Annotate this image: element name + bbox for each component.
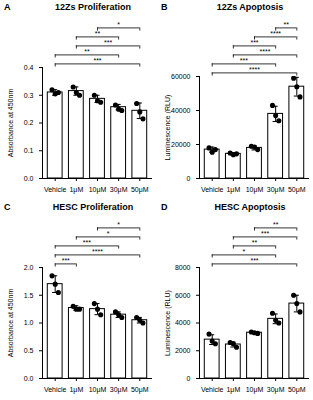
svg-text:0.1: 0.1 bbox=[24, 147, 34, 154]
svg-text:Vehicle: Vehicle bbox=[201, 386, 224, 393]
html-text:12Zs Proliferation: 12Zs Proliferation bbox=[55, 2, 131, 12]
svg-text:0.5: 0.5 bbox=[24, 347, 34, 354]
svg-text:**: ** bbox=[84, 48, 90, 55]
svg-text:***: *** bbox=[104, 39, 112, 46]
svg-text:0.0: 0.0 bbox=[24, 375, 34, 382]
svg-text:Luminescence (RLU): Luminescence (RLU) bbox=[164, 290, 172, 356]
svg-text:Luminescence (RLU): Luminescence (RLU) bbox=[164, 95, 172, 161]
svg-text:Vehicle: Vehicle bbox=[201, 186, 224, 193]
svg-text:0.0: 0.0 bbox=[24, 175, 34, 182]
svg-text:Vehicle: Vehicle bbox=[44, 186, 67, 193]
svg-text:30μM: 30μM bbox=[267, 386, 285, 394]
svg-text:50μM: 50μM bbox=[288, 386, 306, 394]
svg-text:10μM: 10μM bbox=[246, 386, 264, 394]
svg-text:***: *** bbox=[240, 57, 248, 64]
svg-text:30μM: 30μM bbox=[267, 186, 285, 194]
svg-text:*: * bbox=[117, 221, 120, 228]
html-text:HESC Apoptosis: HESC Apoptosis bbox=[214, 202, 286, 212]
svg-text:1.0: 1.0 bbox=[24, 319, 34, 326]
html-text:HESC Proliferation: HESC Proliferation bbox=[52, 202, 134, 212]
svg-text:****: **** bbox=[249, 66, 260, 73]
html-text:C: C bbox=[4, 202, 11, 212]
svg-text:6000: 6000 bbox=[175, 291, 191, 298]
svg-text:1μM: 1μM bbox=[69, 186, 83, 194]
svg-text:0: 0 bbox=[187, 375, 191, 382]
html-text:12Zs Apoptosis: 12Zs Apoptosis bbox=[216, 2, 284, 12]
svg-text:60000: 60000 bbox=[171, 73, 191, 80]
svg-text:0.3: 0.3 bbox=[24, 91, 34, 98]
svg-text:0.2: 0.2 bbox=[24, 119, 34, 126]
svg-text:0.4: 0.4 bbox=[24, 64, 34, 71]
svg-text:***: *** bbox=[93, 57, 101, 64]
svg-text:Absorbance at 450nm: Absorbance at 450nm bbox=[7, 89, 14, 158]
svg-text:****: **** bbox=[270, 30, 281, 37]
svg-text:*: * bbox=[243, 248, 246, 255]
svg-text:50μM: 50μM bbox=[131, 386, 149, 394]
svg-text:1.5: 1.5 bbox=[24, 291, 34, 298]
svg-text:1μM: 1μM bbox=[226, 186, 240, 194]
svg-text:**: ** bbox=[284, 21, 290, 28]
svg-text:1μM: 1μM bbox=[69, 386, 83, 394]
svg-text:2.0: 2.0 bbox=[24, 264, 34, 271]
svg-text:***: *** bbox=[250, 257, 258, 264]
svg-text:*: * bbox=[107, 230, 110, 237]
svg-text:***: *** bbox=[62, 257, 70, 264]
svg-text:50μM: 50μM bbox=[131, 186, 149, 194]
svg-text:Absorbance at 450nm: Absorbance at 450nm bbox=[7, 289, 14, 358]
svg-text:****: **** bbox=[260, 48, 271, 55]
svg-text:10μM: 10μM bbox=[89, 186, 107, 194]
svg-text:Vehicle: Vehicle bbox=[44, 386, 67, 393]
svg-text:***: *** bbox=[83, 239, 91, 246]
svg-text:4000: 4000 bbox=[175, 319, 191, 326]
svg-text:**: ** bbox=[95, 30, 101, 37]
svg-text:20000: 20000 bbox=[171, 141, 191, 148]
svg-text:****: **** bbox=[92, 248, 103, 255]
html-text:B: B bbox=[161, 2, 168, 12]
svg-text:***: *** bbox=[250, 39, 258, 46]
svg-text:10μM: 10μM bbox=[89, 386, 107, 394]
svg-text:1μM: 1μM bbox=[226, 386, 240, 394]
svg-text:30μM: 30μM bbox=[110, 186, 128, 194]
svg-text:**: ** bbox=[252, 239, 258, 246]
html-text:A: A bbox=[4, 2, 11, 12]
svg-text:30μM: 30μM bbox=[110, 386, 128, 394]
svg-text:40000: 40000 bbox=[171, 107, 191, 114]
svg-text:0: 0 bbox=[187, 175, 191, 182]
svg-text:*: * bbox=[117, 21, 120, 28]
svg-text:***: *** bbox=[261, 230, 269, 237]
svg-text:8000: 8000 bbox=[175, 264, 191, 271]
svg-text:**: ** bbox=[273, 221, 279, 228]
svg-text:50μM: 50μM bbox=[288, 186, 306, 194]
html-text:D: D bbox=[161, 202, 168, 212]
svg-text:10μM: 10μM bbox=[246, 186, 264, 194]
svg-text:2000: 2000 bbox=[175, 347, 191, 354]
